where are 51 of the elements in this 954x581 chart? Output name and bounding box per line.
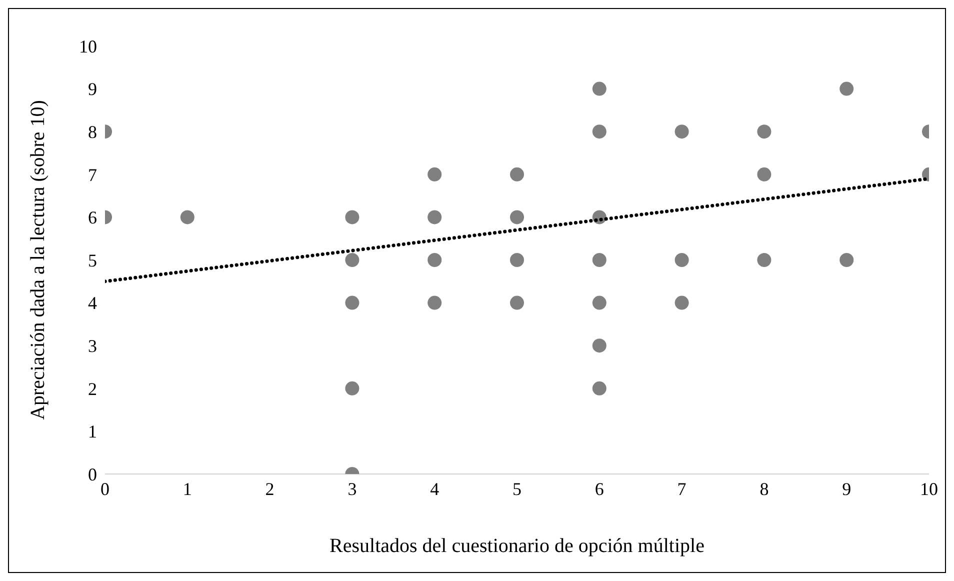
y-tick-label: 3: [88, 336, 97, 356]
y-tick-label: 5: [88, 250, 97, 270]
x-tick-label: 10: [920, 478, 938, 499]
point: [592, 124, 606, 139]
x-tick-label: 7: [677, 478, 686, 499]
y-tick-label: 6: [88, 208, 97, 228]
y-tick-label: 7: [88, 164, 97, 185]
point: [428, 167, 442, 182]
point: [757, 253, 772, 267]
y-tick-label: 10: [79, 36, 97, 56]
y-tick-label: 4: [88, 293, 97, 314]
point: [674, 253, 689, 267]
point: [345, 210, 360, 224]
point: [757, 124, 772, 139]
point: [592, 338, 606, 353]
x-tick-label: 0: [100, 478, 110, 499]
point: [592, 253, 606, 267]
x-axis-title: Resultados del cuestionario de opción múltiple: [330, 535, 705, 557]
y-axis-title: Apreciación dada a la lectura (sobre 10): [27, 100, 50, 420]
point: [428, 210, 442, 224]
point: [510, 296, 524, 310]
point: [674, 124, 689, 139]
y-tick-label: 0: [88, 464, 97, 484]
x-tick-label: 6: [594, 478, 604, 499]
point: [510, 253, 524, 267]
x-tick-label: 1: [182, 478, 192, 499]
x-tick-label: 5: [512, 478, 522, 499]
x-tick-label: 2: [265, 478, 274, 499]
y-tick-label: 1: [88, 422, 97, 442]
point: [345, 253, 360, 267]
point: [840, 253, 854, 267]
point: [428, 296, 442, 310]
point: [592, 296, 606, 310]
x-tick-label: 8: [760, 478, 769, 499]
point: [510, 210, 524, 224]
point: [592, 82, 606, 96]
y-tick-label: 2: [88, 378, 97, 399]
y-tick-label: 9: [88, 79, 97, 100]
point: [428, 253, 442, 267]
point: [840, 82, 854, 96]
x-tick-label: 3: [348, 478, 357, 499]
point: [674, 296, 689, 310]
y-tick-label: 8: [88, 122, 97, 142]
x-tick-label: 4: [430, 478, 440, 499]
point: [345, 381, 360, 396]
point: [180, 210, 194, 224]
point: [345, 296, 360, 310]
x-tick-label: 9: [842, 478, 852, 499]
point: [510, 167, 524, 182]
point: [757, 167, 772, 182]
point: [592, 381, 606, 396]
